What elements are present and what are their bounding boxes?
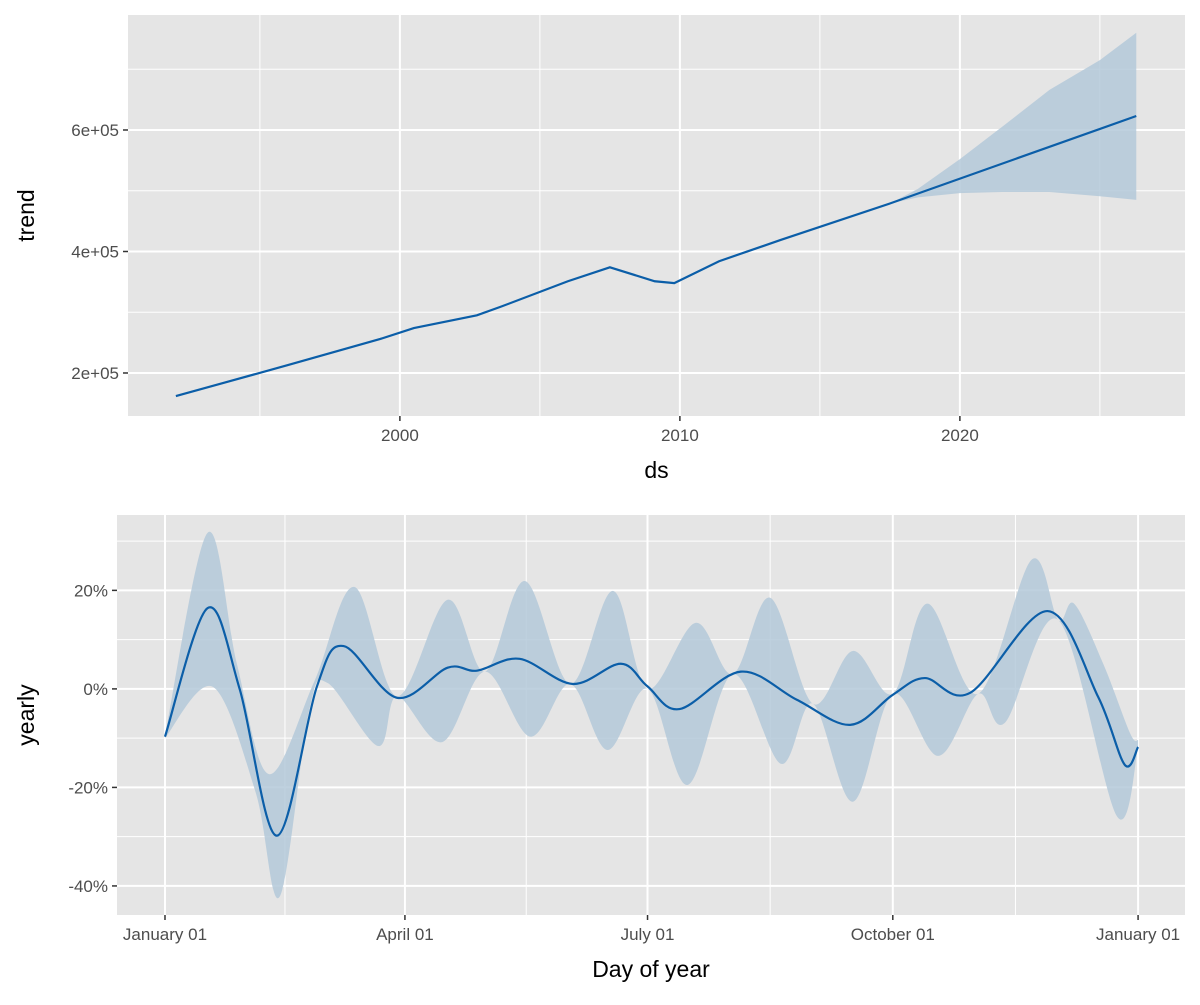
x-axis-title: ds — [644, 457, 668, 483]
uncertainty-band — [164, 531, 1139, 899]
uncertainty-band — [889, 32, 1137, 204]
x-tick-label: 2010 — [661, 426, 699, 445]
y-tick-label: -40% — [68, 877, 108, 896]
y-tick-label: -20% — [68, 778, 108, 797]
y-axis-title: trend — [13, 189, 39, 241]
y-tick-label: 4e+05 — [71, 242, 119, 261]
x-tick-label: January 01 — [123, 925, 207, 944]
y-axis-title: yearly — [13, 684, 39, 746]
x-tick-label: January 01 — [1096, 925, 1180, 944]
y-tick-label: 20% — [74, 581, 108, 600]
y-tick-label: 2e+05 — [71, 364, 119, 383]
x-tick-label: July 01 — [621, 925, 675, 944]
series-line-yearly — [163, 606, 1140, 837]
yearly-panel: -40% -20% 0% 20% January 01 April 01 July 01 Oc… — [13, 515, 1185, 982]
trend-panel: 2e+05 4e+05 6e+05 2000 2010 2020 ds trend — [13, 15, 1185, 483]
x-tick-label: April 01 — [376, 925, 434, 944]
x-axis-title: Day of year — [592, 956, 710, 982]
series-line-trend — [175, 114, 1137, 398]
x-tick-label: 2000 — [381, 426, 419, 445]
panel-background — [128, 15, 1185, 416]
y-tick-label: 0% — [83, 680, 108, 699]
y-tick-label: 6e+05 — [71, 121, 119, 140]
x-tick-label: 2020 — [941, 426, 979, 445]
x-tick-label: October 01 — [851, 925, 935, 944]
